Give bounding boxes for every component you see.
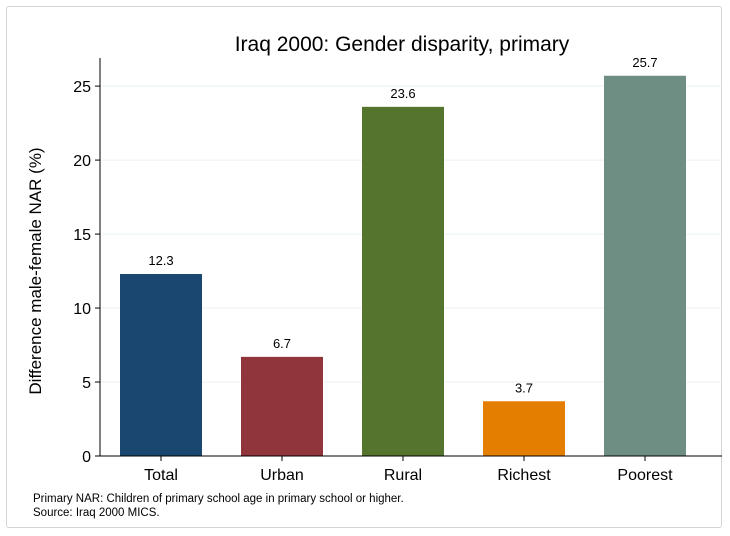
data-label-poorest: 25.7 xyxy=(632,55,657,70)
x-tick-label-total: Total xyxy=(144,467,178,484)
y-axis-label: Difference male-female NAR (%) xyxy=(26,147,45,394)
axes: 0 5 10 15 20 25 Total Urban Rural Richest Poorest xyxy=(73,58,722,484)
footnote-source: Source: Iraq 2000 MICS. xyxy=(33,507,160,519)
data-label-total: 12.3 xyxy=(148,253,173,268)
bar-urban xyxy=(241,356,323,456)
bar-rural xyxy=(362,106,444,456)
footnote-primary-nar: Primary NAR: Children of primary school … xyxy=(33,493,404,505)
bars: 12.3 6.7 23.6 3.7 25.7 xyxy=(120,55,686,457)
y-tick-label: 25 xyxy=(73,79,91,96)
y-tick-label: 0 xyxy=(82,449,91,466)
y-tick-label: 15 xyxy=(73,227,91,244)
bar-richest xyxy=(483,401,565,456)
x-tick-label-urban: Urban xyxy=(260,467,304,484)
data-label-richest: 3.7 xyxy=(515,380,533,395)
chart-title: Iraq 2000: Gender disparity, primary xyxy=(235,33,570,56)
bar-poorest xyxy=(604,75,686,457)
y-tick-label: 5 xyxy=(82,375,91,392)
data-label-rural: 23.6 xyxy=(390,86,415,101)
y-tick-label: 20 xyxy=(73,153,91,170)
x-tick-label-richest: Richest xyxy=(497,467,551,484)
data-label-urban: 6.7 xyxy=(273,336,291,351)
bar-total xyxy=(120,274,202,456)
x-tick-label-rural: Rural xyxy=(384,467,422,484)
x-tick-label-poorest: Poorest xyxy=(617,467,673,484)
y-tick-label: 10 xyxy=(73,301,91,318)
